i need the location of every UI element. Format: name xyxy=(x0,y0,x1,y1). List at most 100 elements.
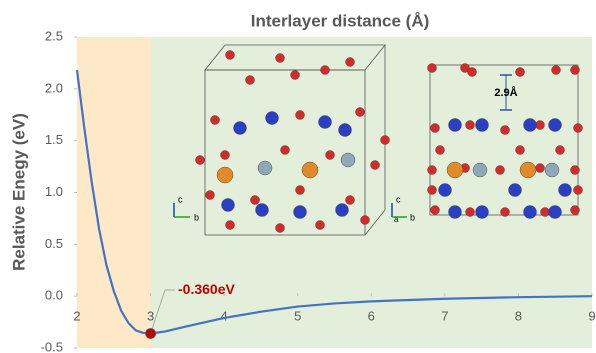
atom xyxy=(276,224,285,233)
atom xyxy=(346,58,355,67)
highlight-unit: eV xyxy=(218,281,236,297)
atom xyxy=(371,161,380,170)
atom xyxy=(428,186,437,195)
atom xyxy=(428,64,437,73)
atom xyxy=(447,162,463,178)
atom xyxy=(536,164,545,173)
atom xyxy=(536,121,545,130)
atom xyxy=(246,76,255,85)
atom xyxy=(222,199,235,212)
chart-title: Interlayer distance (Å) xyxy=(251,11,430,30)
atom xyxy=(431,206,440,215)
axis-letter: a xyxy=(394,215,399,224)
atom xyxy=(226,51,235,60)
atom xyxy=(196,156,205,165)
atom xyxy=(549,206,562,219)
atom xyxy=(449,206,462,219)
y-tick-label: 0.5 xyxy=(45,236,63,251)
x-tick-label: 6 xyxy=(368,308,375,323)
atom xyxy=(258,161,272,175)
atom xyxy=(294,206,307,219)
atom xyxy=(501,208,510,217)
y-tick-label: 2.5 xyxy=(45,28,63,43)
atom xyxy=(466,121,475,130)
atom xyxy=(520,162,536,178)
atom xyxy=(356,108,365,117)
atom xyxy=(552,66,561,75)
x-tick-label: 8 xyxy=(515,308,522,323)
atom xyxy=(571,206,580,215)
atom xyxy=(296,186,305,195)
atom xyxy=(256,204,269,217)
atom xyxy=(319,116,332,129)
atom xyxy=(545,163,559,177)
atom xyxy=(571,166,580,175)
atom xyxy=(439,184,452,197)
atom xyxy=(559,184,572,197)
atom xyxy=(574,124,583,133)
atom xyxy=(468,68,477,77)
atom xyxy=(302,162,318,178)
y-tick-label: -0.5 xyxy=(41,339,63,353)
atom xyxy=(449,119,462,132)
atom xyxy=(466,208,475,217)
spacing-label: 2.9Å xyxy=(494,86,517,99)
atom xyxy=(321,66,330,75)
atom xyxy=(516,68,525,77)
atom xyxy=(206,191,215,200)
chart: -0.50.00.51.01.52.02.523456789 Interlaye… xyxy=(0,0,596,353)
atom xyxy=(266,112,279,125)
atom xyxy=(226,221,235,230)
atom xyxy=(574,186,583,195)
atom xyxy=(509,184,522,197)
x-tick-label: 3 xyxy=(147,308,154,323)
atom xyxy=(339,124,352,137)
atom xyxy=(476,119,489,132)
atom xyxy=(211,116,220,125)
atom xyxy=(221,151,230,160)
atom xyxy=(431,124,440,133)
atom xyxy=(571,66,580,75)
atom xyxy=(473,163,487,177)
atom xyxy=(476,206,489,219)
highlight-label: -0.360eV xyxy=(178,281,235,297)
axis-letter: c xyxy=(396,194,401,204)
atom xyxy=(234,122,247,135)
atom xyxy=(556,146,565,155)
atom xyxy=(346,196,355,205)
highlight-point xyxy=(146,328,156,338)
atom xyxy=(251,196,260,205)
atom xyxy=(541,208,550,217)
x-tick-label: 4 xyxy=(221,308,228,323)
atom xyxy=(516,146,525,155)
atom xyxy=(296,111,305,120)
atom xyxy=(276,54,285,63)
x-tick-label: 9 xyxy=(588,308,595,323)
y-tick-label: 1.0 xyxy=(45,184,63,199)
atom xyxy=(281,146,290,155)
atom xyxy=(549,119,562,132)
atom xyxy=(428,166,437,175)
highlight-value: -0.360 xyxy=(178,281,218,297)
atom xyxy=(524,206,537,219)
y-tick-label: 1.5 xyxy=(45,132,63,147)
x-tick-label: 2 xyxy=(73,308,80,323)
x-tick-label: 7 xyxy=(441,308,448,323)
atom xyxy=(501,126,510,135)
axis-letter: c xyxy=(178,194,183,204)
atom xyxy=(436,146,445,155)
atom xyxy=(316,221,325,230)
atom xyxy=(496,166,505,175)
y-axis-label: Relative Enegy (eV) xyxy=(9,113,28,271)
shaded-region xyxy=(77,37,151,348)
atom xyxy=(291,71,300,80)
atom xyxy=(341,153,355,167)
atom xyxy=(361,216,370,225)
axis-letter: b xyxy=(410,212,415,222)
atom xyxy=(326,151,335,160)
atom xyxy=(336,204,349,217)
atom xyxy=(524,119,537,132)
atom xyxy=(217,167,233,183)
atom xyxy=(381,136,390,145)
axis-letter: b xyxy=(194,212,199,222)
